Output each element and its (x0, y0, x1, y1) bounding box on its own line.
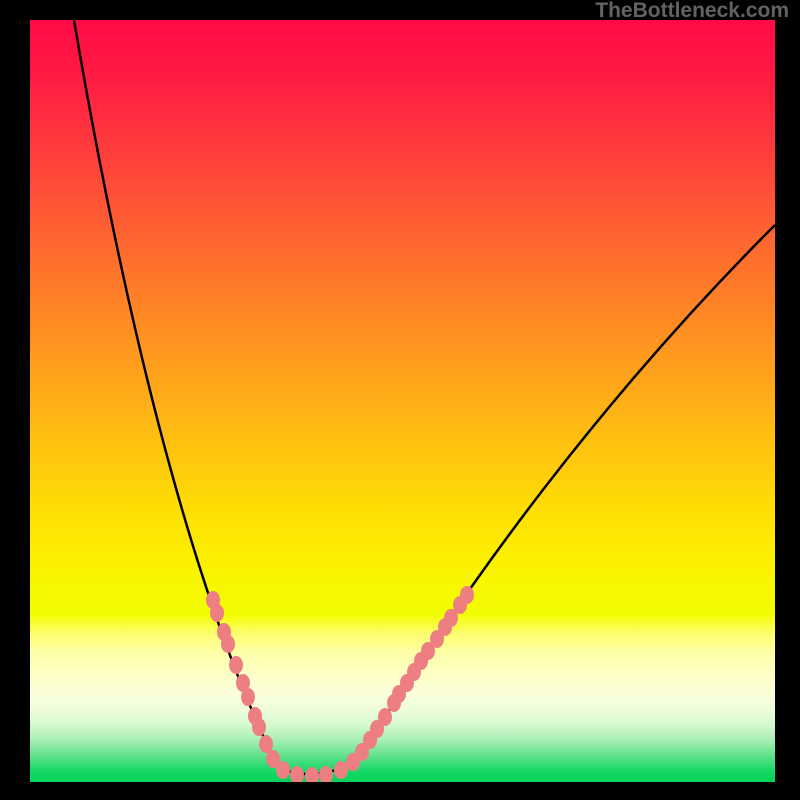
marker-left-9 (259, 735, 273, 753)
marker-bottom-1 (290, 766, 304, 784)
marker-bottom-3 (319, 766, 333, 784)
marker-bottom-4 (334, 761, 348, 779)
chart-svg (0, 0, 800, 800)
marker-left-8 (252, 718, 266, 736)
marker-right-3 (378, 708, 392, 726)
marker-left-3 (221, 635, 235, 653)
chart-stage: TheBottleneck.com (0, 0, 800, 800)
marker-left-4 (229, 656, 243, 674)
marker-right-14 (460, 586, 474, 604)
marker-left-1 (210, 604, 224, 622)
gradient-heat-rect (30, 20, 775, 782)
watermark-text: TheBottleneck.com (595, 0, 789, 23)
marker-left-6 (241, 688, 255, 706)
marker-bottom-0 (276, 761, 290, 779)
